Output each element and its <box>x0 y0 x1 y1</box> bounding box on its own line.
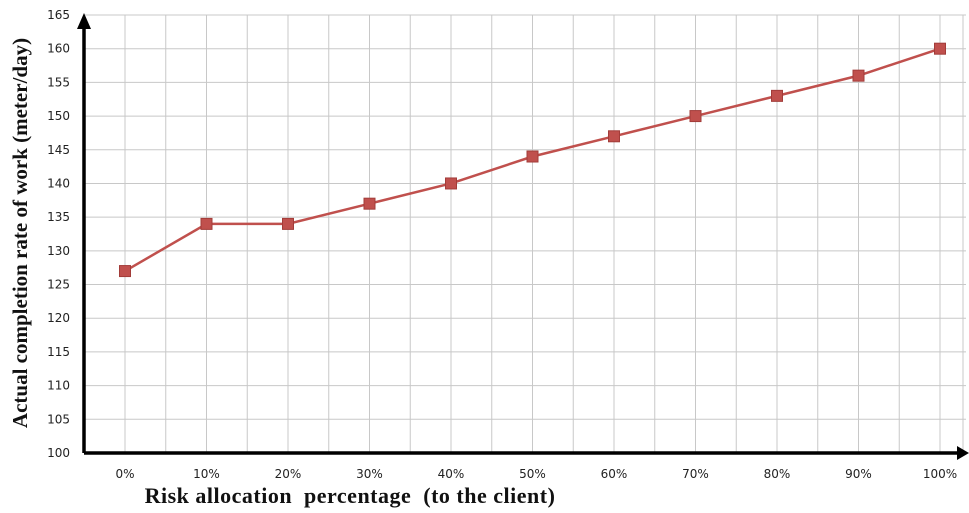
x-tick-label: 30% <box>356 467 383 481</box>
data-point-marker <box>282 217 294 230</box>
y-tick-label: 135 <box>47 210 70 224</box>
x-tick-label: 80% <box>764 467 791 481</box>
x-tick-label: 90% <box>845 467 872 481</box>
y-tick-label: 110 <box>47 379 70 393</box>
y-tick-label: 130 <box>47 244 70 258</box>
data-point-marker <box>771 89 783 102</box>
data-point-marker <box>608 130 620 143</box>
x-tick-label: 100% <box>923 467 957 481</box>
data-point-marker <box>852 69 865 82</box>
y-tick-label: 155 <box>47 75 70 89</box>
data-series <box>119 42 946 278</box>
data-point-marker <box>526 150 539 163</box>
x-tick-label: 50% <box>519 467 546 481</box>
x-tick-label: 20% <box>275 467 302 481</box>
y-axis-arrow <box>77 13 91 29</box>
x-tick-label: 10% <box>193 467 220 481</box>
y-tick-label: 120 <box>47 311 70 325</box>
y-tick-label: 145 <box>47 143 70 157</box>
y-tick-label: 165 <box>47 8 70 22</box>
y-tick-label: 115 <box>47 345 70 359</box>
x-axis-title: Risk allocation percentage (to the clien… <box>145 483 556 508</box>
x-tick-label: 60% <box>601 467 628 481</box>
data-point-marker <box>689 110 702 123</box>
grid <box>84 14 966 453</box>
data-point-marker <box>119 265 131 278</box>
y-tick-label: 140 <box>47 176 70 190</box>
data-point-marker <box>445 177 457 190</box>
tick-labels: 100 105 110 115 120 125 130 135 140 145 150 155 160 1… <box>47 8 957 481</box>
y-tick-label: 125 <box>47 278 70 292</box>
axes <box>77 13 969 460</box>
data-point-marker <box>363 197 376 210</box>
y-tick-label: 150 <box>47 109 70 123</box>
x-tick-label: 40% <box>438 467 465 481</box>
y-tick-label: 160 <box>47 42 70 56</box>
x-tick-label: 70% <box>682 467 709 481</box>
y-axis-title: Actual completion rate of work (meter/da… <box>8 38 32 428</box>
y-tick-label: 105 <box>47 412 70 426</box>
data-point-marker <box>200 217 213 230</box>
x-tick-label: 0% <box>115 467 134 481</box>
data-point-marker <box>934 42 946 55</box>
y-tick-label: 100 <box>47 446 70 460</box>
x-axis-arrow <box>957 446 969 460</box>
